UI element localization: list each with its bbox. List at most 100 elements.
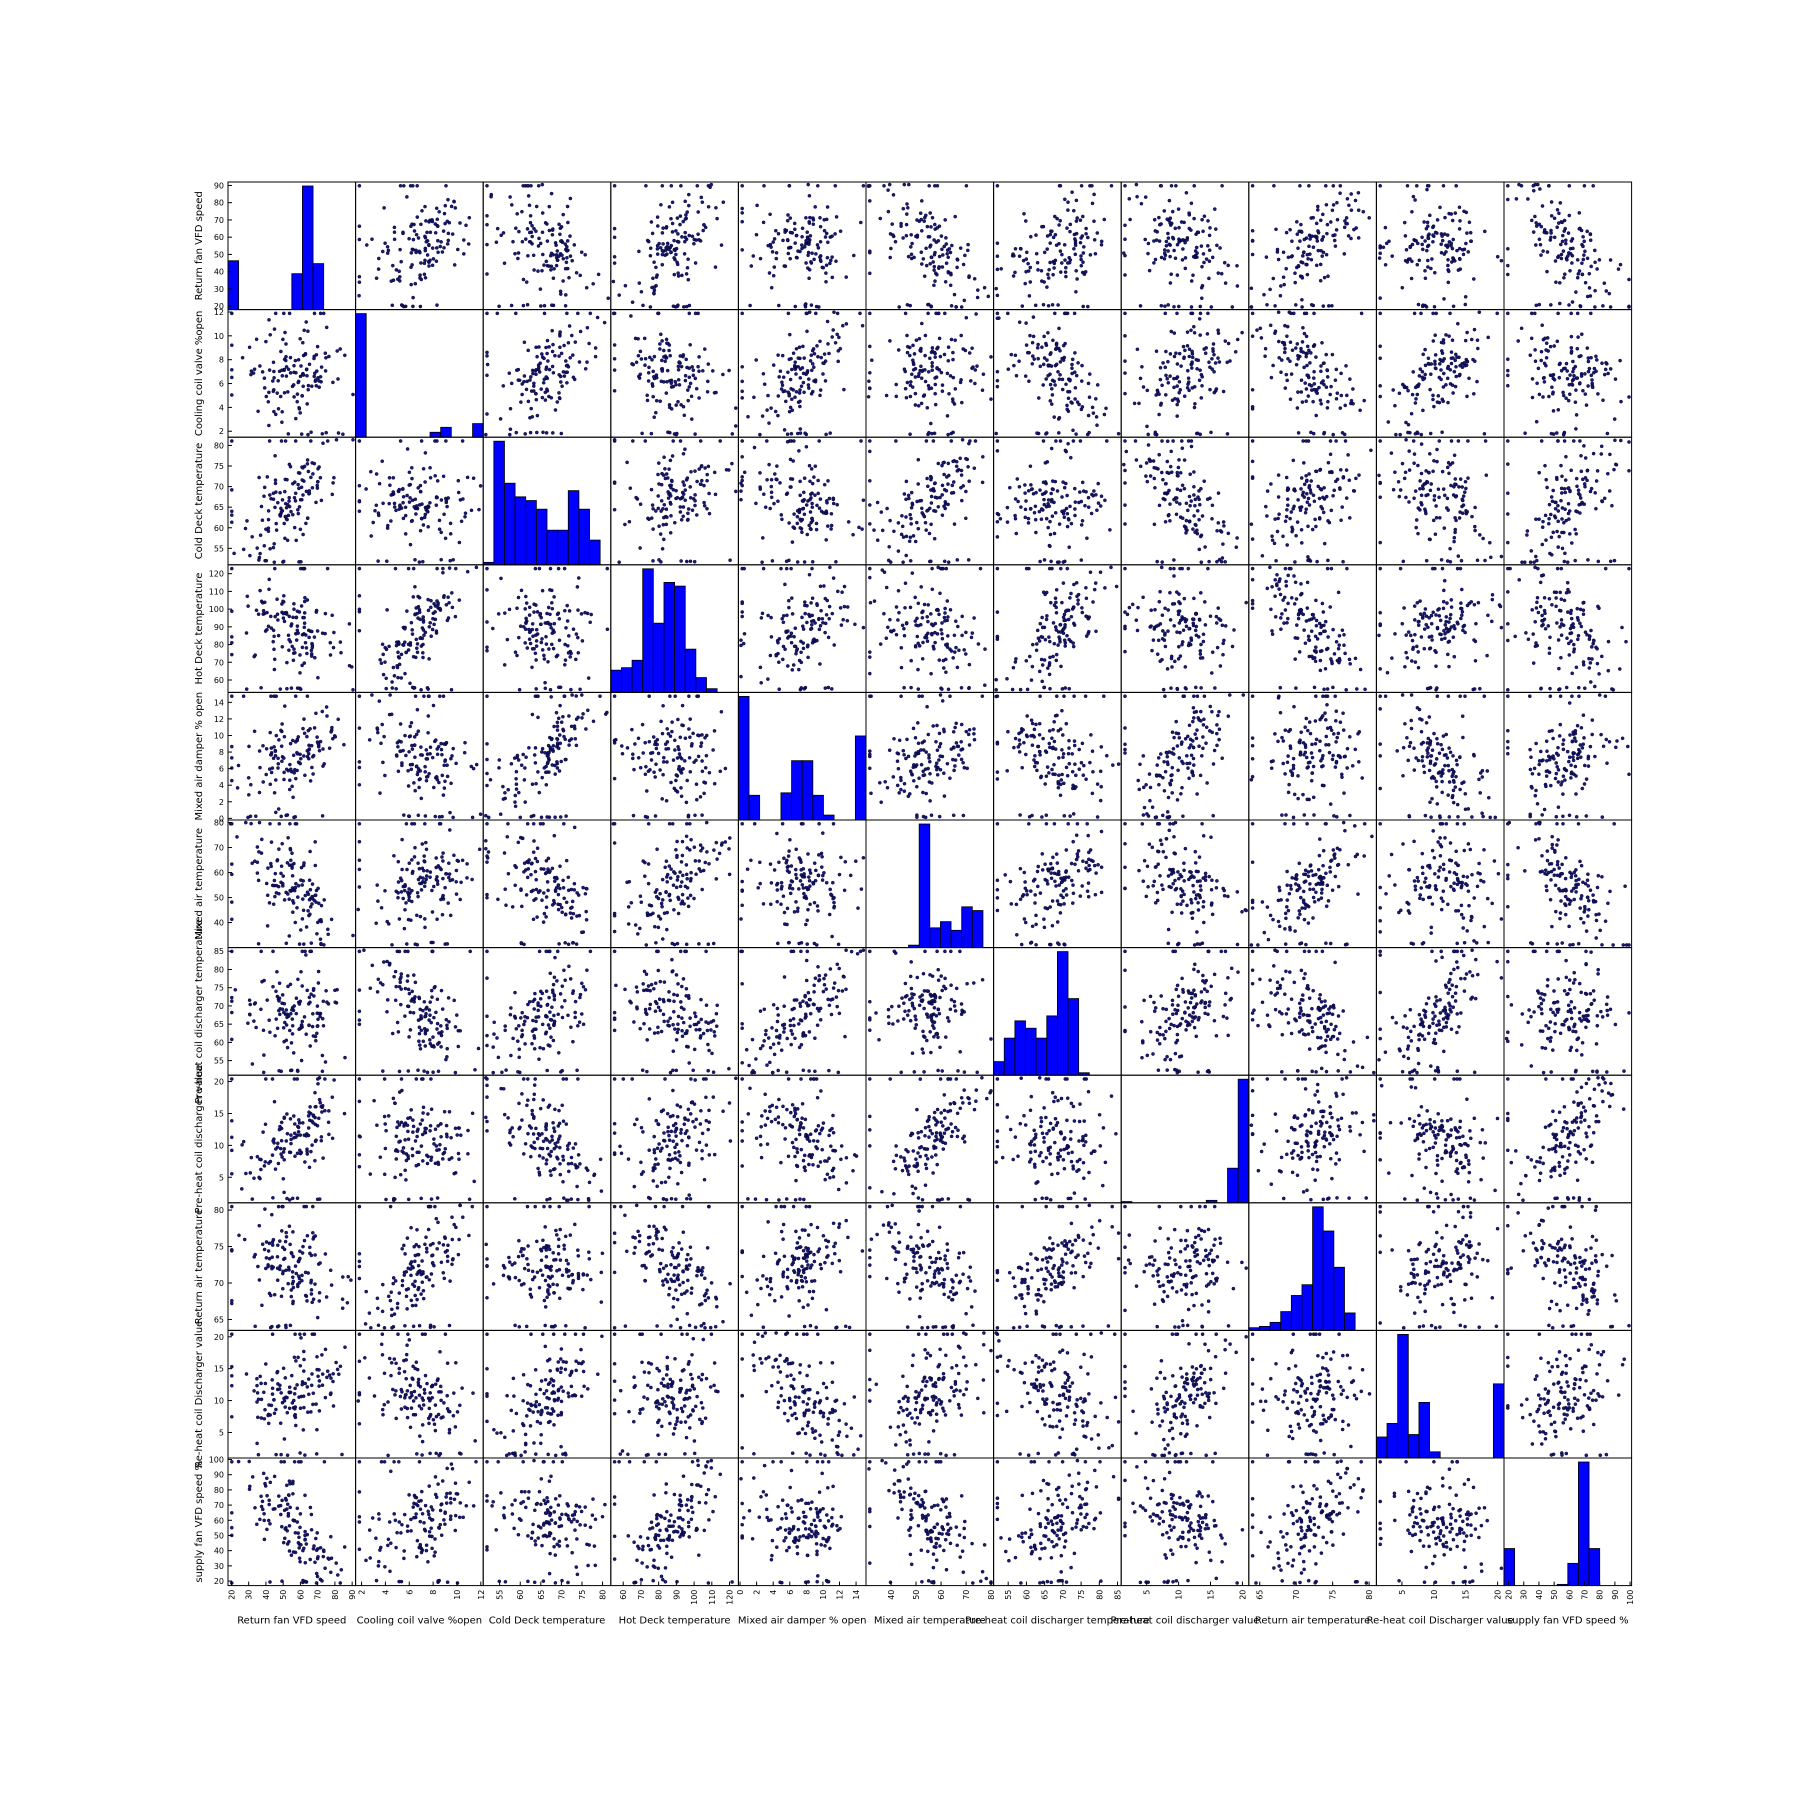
y-tick-label: 20 bbox=[214, 1577, 224, 1586]
cell-frame bbox=[1120, 1457, 1250, 1587]
y-tick-label: 90 bbox=[214, 181, 224, 190]
scatter-points bbox=[1506, 1204, 1631, 1330]
x-tick-label: 40 bbox=[262, 1590, 271, 1600]
scatter-points bbox=[1123, 1204, 1249, 1329]
cell-pre-heat-coil-discharger-value-vs-re-heat-coil-discharger-value bbox=[1375, 1074, 1505, 1204]
cell-mixed-air-temperature-vs-mixed-air-temperature bbox=[865, 819, 995, 949]
scatter-points bbox=[1123, 949, 1240, 1075]
histogram-bar bbox=[1057, 951, 1069, 1076]
cell-cooling-coil-valve-open-vs-re-heat-coil-discharger-value bbox=[1375, 309, 1505, 438]
cell-pre-heat-coil-discharger-temperature-vs-cooling-coil-valve-open bbox=[355, 947, 484, 1076]
y-tick-label: 10 bbox=[214, 731, 224, 740]
x-tick-label: 50 bbox=[1550, 1590, 1559, 1600]
cell-frame bbox=[355, 309, 484, 438]
cell-frame bbox=[1503, 1457, 1633, 1587]
x-tick-label: 30 bbox=[1520, 1590, 1529, 1600]
cell-re-heat-coil-discharger-value-vs-re-heat-coil-discharger-value bbox=[1375, 1329, 1505, 1459]
cell-mixed-air-damper-open-vs-supply-fan-vfd-speed bbox=[1503, 691, 1633, 821]
histogram-bar bbox=[642, 568, 654, 693]
scatter-points bbox=[739, 1460, 844, 1585]
scatter-points bbox=[357, 1077, 477, 1202]
cell-frame bbox=[737, 1329, 867, 1459]
y-tick-label: 6 bbox=[219, 380, 224, 389]
cell-pre-heat-coil-discharger-value-vs-mixed-air-damper-open bbox=[737, 1074, 867, 1204]
histogram-bar bbox=[546, 529, 559, 566]
cell-pre-heat-coil-discharger-value-vs-mixed-air-temperature bbox=[865, 1074, 995, 1204]
scatter-points bbox=[1506, 820, 1631, 947]
x-tick-label: 4 bbox=[381, 1590, 390, 1595]
histogram-bar bbox=[706, 688, 718, 693]
x-tick-label: 75 bbox=[1077, 1590, 1086, 1600]
cell-pre-heat-coil-discharger-value-vs-cold-deck-temperature bbox=[482, 1074, 612, 1204]
y-tick-label: 70 bbox=[214, 1002, 224, 1011]
scatter-points bbox=[1378, 1460, 1504, 1585]
y-tick-label: 70 bbox=[214, 1501, 224, 1510]
scatter-points bbox=[612, 438, 738, 564]
scatter-points bbox=[1378, 1204, 1500, 1330]
scatter-points bbox=[868, 565, 987, 692]
cell-mixed-air-temperature-vs-mixed-air-damper-open bbox=[737, 819, 867, 949]
x-tick-label: 70 bbox=[557, 1590, 566, 1600]
histogram-bar bbox=[1322, 1230, 1335, 1331]
y-tick-label: 50 bbox=[214, 250, 224, 259]
cell-mixed-air-damper-open-vs-mixed-air-damper-open bbox=[737, 691, 867, 821]
cell-supply-fan-vfd-speed-vs-hot-deck-temperature bbox=[610, 1457, 739, 1587]
x-tick-label: 20 bbox=[227, 1590, 236, 1600]
scatter-points bbox=[357, 565, 479, 692]
cell-pre-heat-coil-discharger-value-vs-cooling-coil-valve-open bbox=[355, 1074, 484, 1204]
y-tick-label: 90 bbox=[214, 623, 224, 632]
histogram-bar bbox=[929, 927, 941, 949]
scatter-points bbox=[1250, 565, 1367, 692]
x-tick-label: 100 bbox=[1626, 1590, 1635, 1605]
scatter-points bbox=[739, 439, 866, 564]
cell-frame bbox=[1375, 1074, 1505, 1204]
cell-frame bbox=[355, 181, 484, 311]
histogram-bar bbox=[1269, 1321, 1282, 1331]
histogram-bar bbox=[738, 696, 750, 821]
scatter-points bbox=[485, 566, 610, 692]
cell-pre-heat-coil-discharger-temperature-vs-mixed-air-damper-open bbox=[737, 947, 867, 1076]
x-tick-label: 40 bbox=[1535, 1590, 1544, 1600]
histogram-bar bbox=[1014, 1020, 1026, 1076]
cell-frame bbox=[865, 1457, 995, 1587]
row-label: supply fan VFD speed % bbox=[194, 1461, 205, 1583]
histogram-bar bbox=[695, 677, 707, 693]
scatter-points bbox=[1122, 439, 1239, 564]
scatter-points bbox=[868, 1203, 977, 1330]
cell-frame bbox=[1248, 1457, 1377, 1587]
histogram-bar bbox=[1237, 1078, 1250, 1204]
cell-frame bbox=[1375, 181, 1505, 311]
cell-frame bbox=[993, 1202, 1122, 1331]
x-tick-label: 80 bbox=[331, 1590, 340, 1600]
cell-frame bbox=[993, 1329, 1122, 1459]
cell-frame bbox=[1375, 691, 1505, 821]
x-tick-label: 40 bbox=[887, 1590, 896, 1600]
x-tick-label: 15 bbox=[1462, 1590, 1471, 1600]
scatter-points bbox=[230, 311, 355, 437]
scatter-points bbox=[1250, 1332, 1372, 1457]
scatter-points bbox=[995, 822, 1104, 947]
cell-frame bbox=[1248, 564, 1377, 693]
histogram-bar bbox=[557, 529, 569, 566]
histogram-bar bbox=[1035, 1037, 1048, 1076]
cell-cooling-coil-valve-open-vs-cold-deck-temperature bbox=[482, 309, 612, 438]
row-label: Re-heat coil Discharger value bbox=[194, 1321, 205, 1468]
cell-pre-heat-coil-discharger-temperature-vs-return-air-temperature bbox=[1248, 947, 1377, 1076]
x-tick-label: 8 bbox=[429, 1590, 438, 1595]
cell-frame bbox=[865, 309, 995, 438]
cell-frame bbox=[1503, 181, 1633, 311]
scatter-points bbox=[484, 1076, 604, 1202]
y-tick-label: 50 bbox=[214, 1531, 224, 1540]
cell-frame bbox=[482, 947, 612, 1076]
cell-frame bbox=[993, 819, 1122, 949]
y-tick-label: 70 bbox=[214, 216, 224, 225]
cell-cooling-coil-valve-open-vs-return-air-temperature bbox=[1248, 309, 1377, 438]
scatter-points bbox=[357, 439, 483, 564]
y-tick-label: 20 bbox=[214, 302, 224, 311]
cell-mixed-air-temperature-vs-pre-heat-coil-discharger-temperature bbox=[993, 819, 1122, 949]
scatter-points bbox=[740, 310, 865, 437]
row-label: Pre-heat coil discharger temperature bbox=[194, 919, 205, 1103]
x-tick-label: 5 bbox=[1398, 1590, 1407, 1595]
scatter-points bbox=[1506, 1332, 1627, 1458]
x-tick-label: 55 bbox=[1004, 1590, 1013, 1600]
